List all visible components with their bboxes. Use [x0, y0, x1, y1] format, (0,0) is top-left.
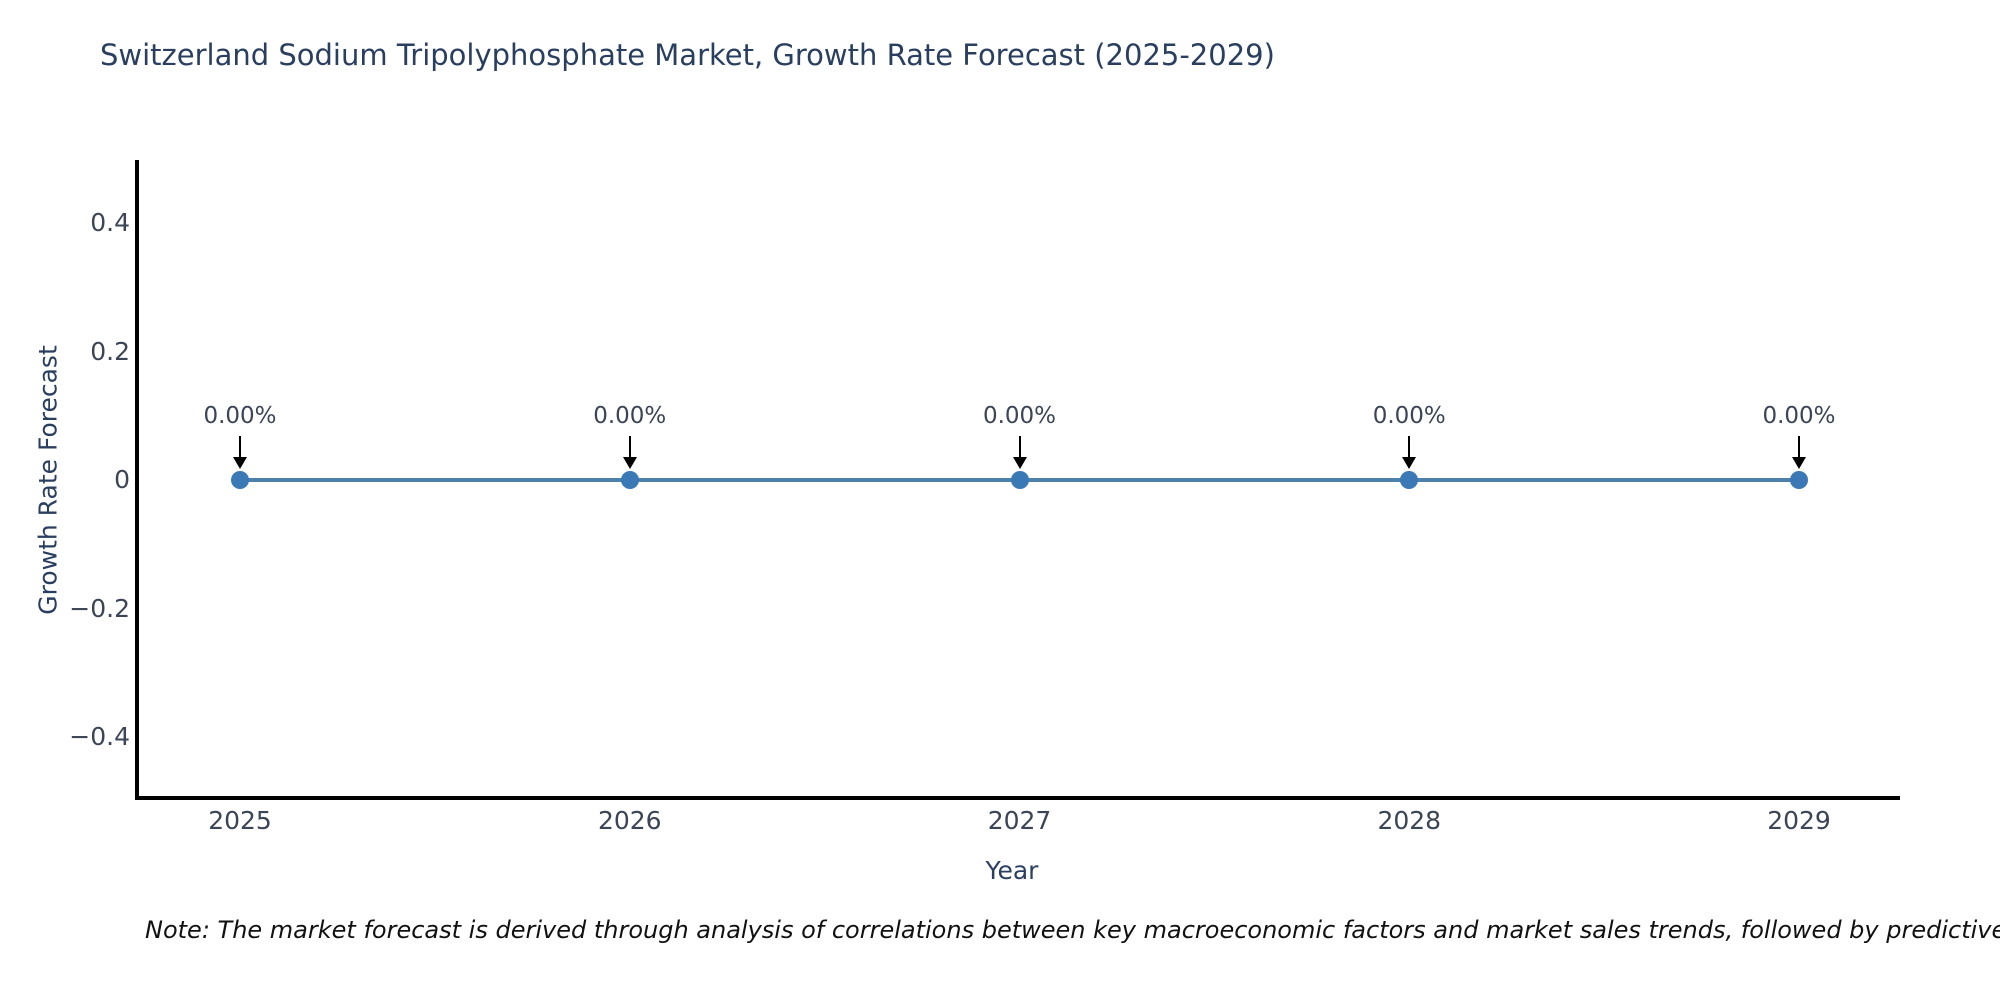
annotation-arrow-shaft	[628, 436, 631, 460]
point-annotation: 0.00%	[203, 403, 277, 429]
y-tick-label: 0	[114, 465, 130, 494]
y-axis-line	[135, 160, 139, 800]
data-point-marker	[1400, 471, 1419, 489]
annotation-arrowhead-icon	[1792, 457, 1806, 469]
data-point-marker	[620, 471, 639, 489]
x-tick-label: 2026	[597, 806, 662, 835]
annotation-arrow-shaft	[239, 436, 241, 460]
y-axis-title: Growth Rate Forecast	[33, 345, 63, 615]
point-annotation: 0.00%	[982, 403, 1057, 429]
x-tick-label: 2029	[1767, 806, 1831, 835]
data-point-marker	[231, 471, 249, 489]
x-axis-title: Year	[985, 856, 1039, 885]
annotation-arrow-shaft	[1408, 436, 1411, 460]
y-tick-label: 0.2	[90, 336, 130, 366]
point-annotation: 0.00%	[593, 403, 667, 429]
annotation-arrowhead-icon	[233, 457, 247, 469]
data-point-marker	[1790, 471, 1808, 489]
annotation-arrowhead-icon	[1402, 457, 1417, 469]
point-annotation: 0.00%	[1372, 403, 1446, 429]
x-axis-line	[135, 796, 1900, 800]
annotation-arrow-shaft	[1018, 436, 1021, 460]
footnote: Note: The market forecast is derived thr…	[145, 916, 2000, 944]
x-tick-label: 2027	[987, 806, 1052, 835]
x-tick-label: 2028	[1377, 806, 1442, 835]
data-point-marker	[1010, 471, 1029, 489]
chart-title: Switzerland Sodium Tripolyphosphate Mark…	[100, 38, 1275, 72]
y-tick-label: −0.2	[69, 593, 130, 623]
annotation-arrow-shaft	[1798, 436, 1800, 460]
point-annotation: 0.00%	[1762, 403, 1836, 429]
annotation-arrowhead-icon	[1012, 457, 1027, 469]
y-tick-label: 0.4	[90, 208, 130, 237]
annotation-arrowhead-icon	[622, 457, 637, 469]
x-tick-label: 2025	[208, 806, 272, 835]
y-tick-label: −0.4	[69, 722, 130, 751]
